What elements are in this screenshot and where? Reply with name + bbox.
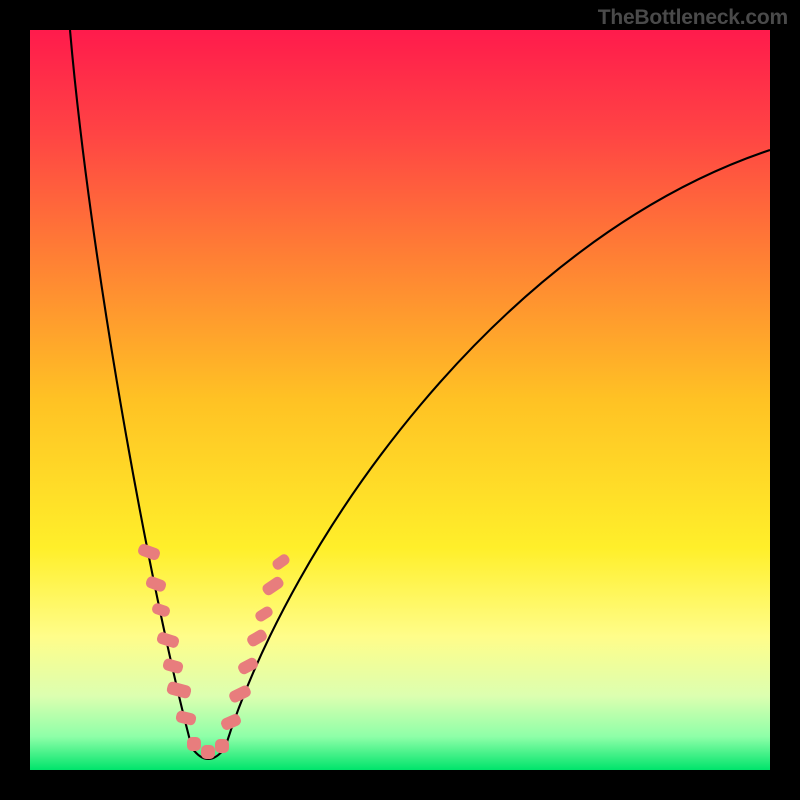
data-bead bbox=[187, 737, 201, 751]
watermark-text: TheBottleneck.com bbox=[598, 6, 788, 30]
plot-area bbox=[30, 30, 770, 770]
data-bead bbox=[201, 745, 215, 759]
gradient-background bbox=[30, 30, 770, 770]
outer-frame: TheBottleneck.com bbox=[0, 0, 800, 800]
plot-svg bbox=[30, 30, 770, 770]
data-bead bbox=[215, 739, 229, 753]
